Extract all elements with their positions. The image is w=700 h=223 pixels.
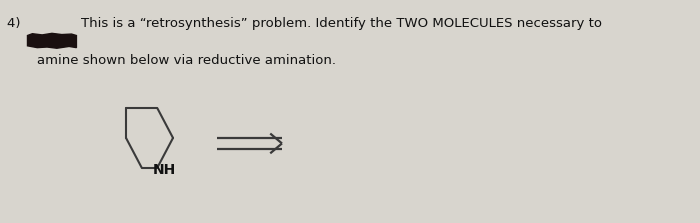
Text: NH: NH	[153, 163, 176, 177]
Text: 4): 4)	[6, 17, 29, 30]
Polygon shape	[27, 33, 76, 48]
Text: This is a “retrosynthesis” problem. Identify the TWO MOLECULES necessary to: This is a “retrosynthesis” problem. Iden…	[81, 17, 602, 30]
Text: amine shown below via reductive amination.: amine shown below via reductive aminatio…	[37, 54, 336, 67]
